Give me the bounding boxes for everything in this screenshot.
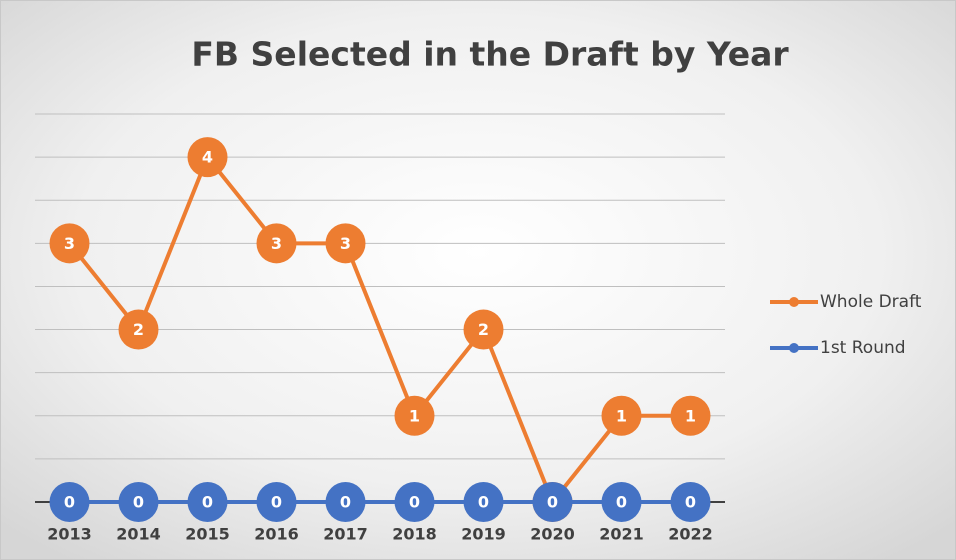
data-label: 0 xyxy=(685,493,696,512)
data-label: 1 xyxy=(409,406,420,425)
x-tick-label: 2019 xyxy=(461,525,506,544)
data-point xyxy=(601,395,642,436)
data-label: 0 xyxy=(64,493,75,512)
data-label: 2 xyxy=(133,320,144,339)
data-point xyxy=(670,482,711,522)
data-point xyxy=(187,482,228,522)
x-tick-label: 2021 xyxy=(599,525,644,544)
data-point xyxy=(118,309,159,350)
x-tick-label: 2016 xyxy=(254,525,299,544)
x-tick-label: 2018 xyxy=(392,525,437,544)
data-label: 3 xyxy=(271,234,282,253)
legend-label: 1st Round xyxy=(820,338,906,358)
data-label: 3 xyxy=(340,234,351,253)
data-point xyxy=(463,309,504,350)
x-tick-label: 2017 xyxy=(323,525,368,544)
legend-marker xyxy=(789,343,799,353)
data-label: 0 xyxy=(547,493,558,512)
data-point xyxy=(394,395,435,436)
data-point xyxy=(256,223,297,264)
data-point xyxy=(49,482,90,522)
chart-title: FB Selected in the Draft by Year xyxy=(191,35,789,74)
data-label: 0 xyxy=(133,493,144,512)
data-point xyxy=(532,482,573,522)
series-line xyxy=(67,155,691,504)
data-label: 0 xyxy=(478,493,489,512)
data-label: 2 xyxy=(478,320,489,339)
x-tick-label: 2022 xyxy=(668,525,713,544)
data-label: 0 xyxy=(409,493,420,512)
legend-marker xyxy=(789,297,799,307)
data-label: 0 xyxy=(616,493,627,512)
data-label: 0 xyxy=(271,493,282,512)
x-tick-label: 2014 xyxy=(116,525,161,544)
data-point xyxy=(325,223,366,264)
data-point xyxy=(601,482,642,522)
data-point xyxy=(394,482,435,522)
x-tick-label: 2015 xyxy=(185,525,230,544)
data-label: 1 xyxy=(685,406,696,425)
x-tick-label: 2020 xyxy=(530,525,575,544)
data-label: 1 xyxy=(616,406,627,425)
legend-label: Whole Draft xyxy=(820,292,922,312)
x-tick-label: 2013 xyxy=(47,525,92,544)
data-point xyxy=(49,223,90,264)
data-point xyxy=(325,482,366,522)
data-point xyxy=(187,137,228,178)
data-label: 0 xyxy=(202,493,213,512)
data-point xyxy=(670,395,711,436)
data-label: 0 xyxy=(340,493,351,512)
data-point xyxy=(256,482,297,522)
data-label: 4 xyxy=(202,148,213,167)
data-label: 3 xyxy=(64,234,75,253)
data-point xyxy=(118,482,159,522)
data-point xyxy=(463,482,504,522)
